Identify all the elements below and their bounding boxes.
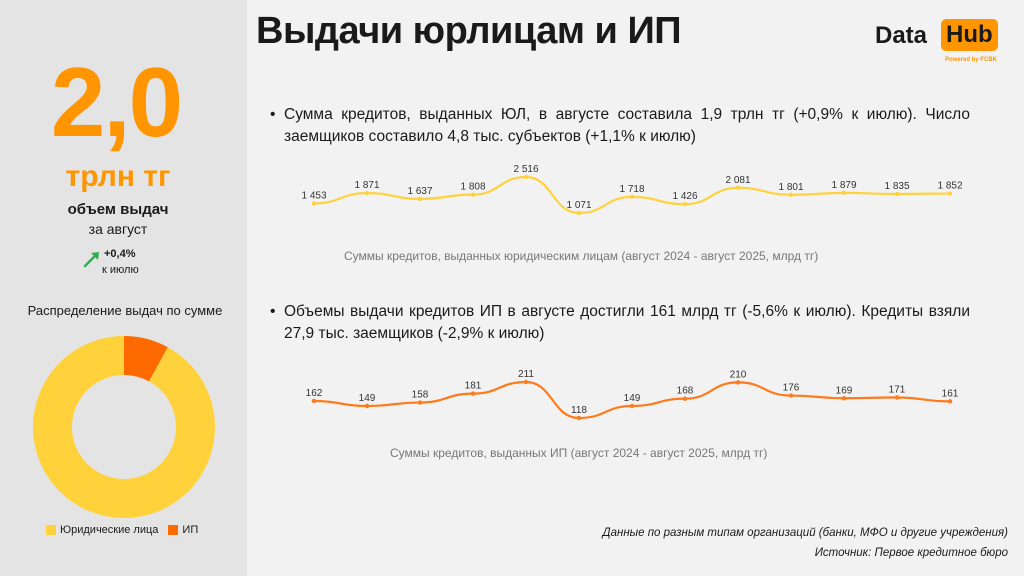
distribution-donut-chart [33,336,216,518]
legal-data-label-8: 2 081 [725,175,750,186]
page-title: Выдачи юрлицам и ИП [256,10,682,52]
ip-data-label-9: 176 [783,383,800,394]
change-period: к июлю [102,264,139,276]
legal-data-label-9: 1 801 [778,182,803,193]
legal-data-label-3: 1 808 [460,182,485,193]
ip-point-3 [470,391,476,396]
total-volume-unit: трлн тг [65,160,171,193]
legal-point-7 [682,201,688,207]
legal-entities-line-chart: 1 453 1 871 1 637 1 808 2 516 1 071 1 718 1 426… [301,164,963,216]
legal-point-10 [841,190,847,196]
donut-slice-ip [124,336,168,382]
ip-data-label-2: 158 [412,390,429,401]
bullet-legal-text: Сумма кредитов, выданных ЮЛ, в августе с… [284,106,970,145]
legal-point-1 [364,190,370,196]
ip-data-label-10: 169 [836,385,853,396]
legal-data-label-11: 1 835 [884,181,909,192]
legal-data-label-10: 1 879 [831,180,856,191]
ip-point-7 [682,396,688,401]
legend-item-ip: ИП [168,524,198,536]
total-volume-label: объем выдач [67,201,169,218]
ip-data-label-0: 162 [306,388,323,399]
legal-chart-caption: Суммы кредитов, выданных юридическим лиц… [344,249,819,263]
ip-data-label-5: 118 [571,405,587,416]
source-note: Источник: Первое кредитное бюро [814,547,1008,559]
legend-swatch-ip [168,525,179,535]
legend-label-ip: ИП [182,524,199,536]
legal-point-2 [417,196,423,202]
ip-point-10 [841,396,847,401]
legal-point-12 [947,191,953,196]
legal-data-label-1: 1 871 [354,180,379,191]
ip-data-label-1: 149 [359,393,376,404]
legal-data-label-0: 1 453 [301,190,326,201]
ip-data-label-4: 211 [518,369,534,380]
donut-slice-legal [33,336,216,518]
legal-point-0 [311,201,317,206]
bullet-dot: • [270,303,276,320]
legal-data-label-12: 1 852 [937,181,962,192]
datahub-logo: Data Hub Powered by FCBK [875,16,1007,66]
ip-point-0 [311,398,317,404]
ip-point-2 [417,400,423,405]
bullet-ip: • Объемы выдачи кредитов ИП в августе до… [270,301,970,345]
logo-text-data: Data [875,22,928,49]
trend-up-arrow-icon [83,252,99,268]
legal-point-8 [735,185,741,191]
ip-data-label-12: 161 [942,388,959,399]
ip-data-label-11: 171 [889,384,906,395]
data-note: Данные по разным типам организаций (банк… [602,527,1008,539]
legal-point-6 [629,194,635,200]
ip-point-5 [576,415,582,421]
ip-point-12 [947,399,953,404]
ip-chart-caption: Суммы кредитов, выданных ИП (август 2024… [390,446,768,460]
bullet-legal-entities: • Сумма кредитов, выданных ЮЛ, в августе… [270,104,970,148]
logo-text-hub: Hub [941,19,998,51]
ip-point-9 [788,393,794,398]
legal-point-9 [788,192,794,198]
donut-legend: Юридические лица ИП [46,524,208,536]
ip-point-8 [735,380,741,385]
legal-data-label-5: 1 071 [566,200,591,211]
total-volume-value: 2,0 [50,47,183,157]
ip-data-label-7: 168 [677,386,694,397]
legend-item-legal: Юридические лица [46,524,158,536]
change-value: +0,4% [104,248,136,260]
legal-point-5 [576,210,582,216]
ip-point-6 [629,403,635,409]
legal-data-label-7: 1 426 [672,191,697,202]
ip-line-chart: 162 149 158 181 211 118 149 168 210 176 169 171 161 [306,369,959,421]
legal-point-11 [894,191,900,197]
legal-data-label-6: 1 718 [619,184,644,195]
logo-powered-by: Powered by FCBK [945,57,998,63]
ip-data-label-6: 149 [624,393,641,404]
distribution-title: Распределение выдач по сумме [27,303,223,318]
ip-data-label-8: 210 [730,369,747,380]
ip-point-4 [523,379,529,385]
legend-label-legal: Юридические лица [60,524,159,536]
ip-data-label-3: 181 [465,381,482,392]
legal-point-4 [523,174,529,180]
ip-point-11 [894,395,900,400]
bullet-dot: • [270,106,276,123]
ip-point-1 [364,403,370,409]
legal-data-label-2: 1 637 [407,186,432,197]
total-volume-period: за август [88,221,148,237]
legal-data-label-4: 2 516 [513,164,538,175]
legal-point-3 [470,192,476,197]
bullet-ip-text: Объемы выдачи кредитов ИП в августе дост… [284,303,970,342]
legend-swatch-legal [46,525,56,535]
